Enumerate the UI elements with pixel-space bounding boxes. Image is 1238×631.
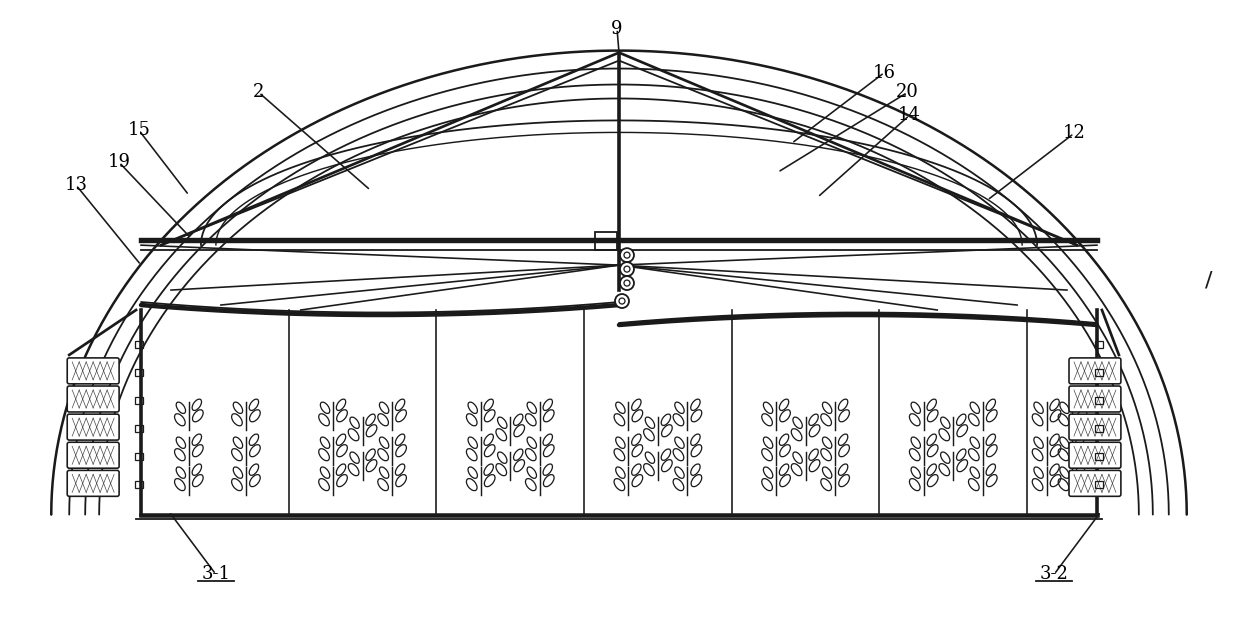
- Bar: [135, 397, 144, 404]
- Bar: [135, 341, 144, 348]
- FancyBboxPatch shape: [1068, 442, 1120, 468]
- FancyBboxPatch shape: [1068, 358, 1120, 384]
- Circle shape: [620, 248, 634, 262]
- Bar: [1094, 341, 1103, 348]
- Circle shape: [615, 294, 629, 308]
- Circle shape: [624, 280, 630, 286]
- Text: 19: 19: [108, 153, 130, 172]
- Text: 13: 13: [64, 176, 88, 194]
- Bar: [135, 425, 144, 432]
- FancyBboxPatch shape: [67, 414, 119, 440]
- Bar: [135, 452, 144, 459]
- Bar: [1094, 425, 1103, 432]
- FancyBboxPatch shape: [67, 470, 119, 497]
- Text: 14: 14: [898, 107, 921, 124]
- Bar: [1094, 397, 1103, 404]
- Circle shape: [620, 276, 634, 290]
- Circle shape: [624, 266, 630, 272]
- Text: 12: 12: [1062, 124, 1086, 143]
- Text: /: /: [1205, 270, 1212, 290]
- FancyBboxPatch shape: [1068, 414, 1120, 440]
- Text: 20: 20: [896, 83, 919, 102]
- Circle shape: [624, 252, 630, 258]
- FancyBboxPatch shape: [67, 442, 119, 468]
- FancyBboxPatch shape: [1068, 470, 1120, 497]
- Bar: [1094, 481, 1103, 488]
- Text: 2: 2: [253, 83, 265, 102]
- Bar: [595, 232, 617, 250]
- Circle shape: [619, 298, 625, 304]
- FancyBboxPatch shape: [67, 358, 119, 384]
- FancyBboxPatch shape: [67, 386, 119, 412]
- Text: 3-1: 3-1: [202, 565, 230, 584]
- Bar: [1094, 369, 1103, 376]
- Text: 9: 9: [612, 20, 623, 38]
- Bar: [135, 369, 144, 376]
- Text: 16: 16: [873, 64, 896, 81]
- Text: 15: 15: [128, 121, 151, 139]
- Circle shape: [620, 262, 634, 276]
- Bar: [135, 481, 144, 488]
- Bar: [1094, 452, 1103, 459]
- Text: 3-2: 3-2: [1040, 565, 1068, 584]
- FancyBboxPatch shape: [1068, 386, 1120, 412]
